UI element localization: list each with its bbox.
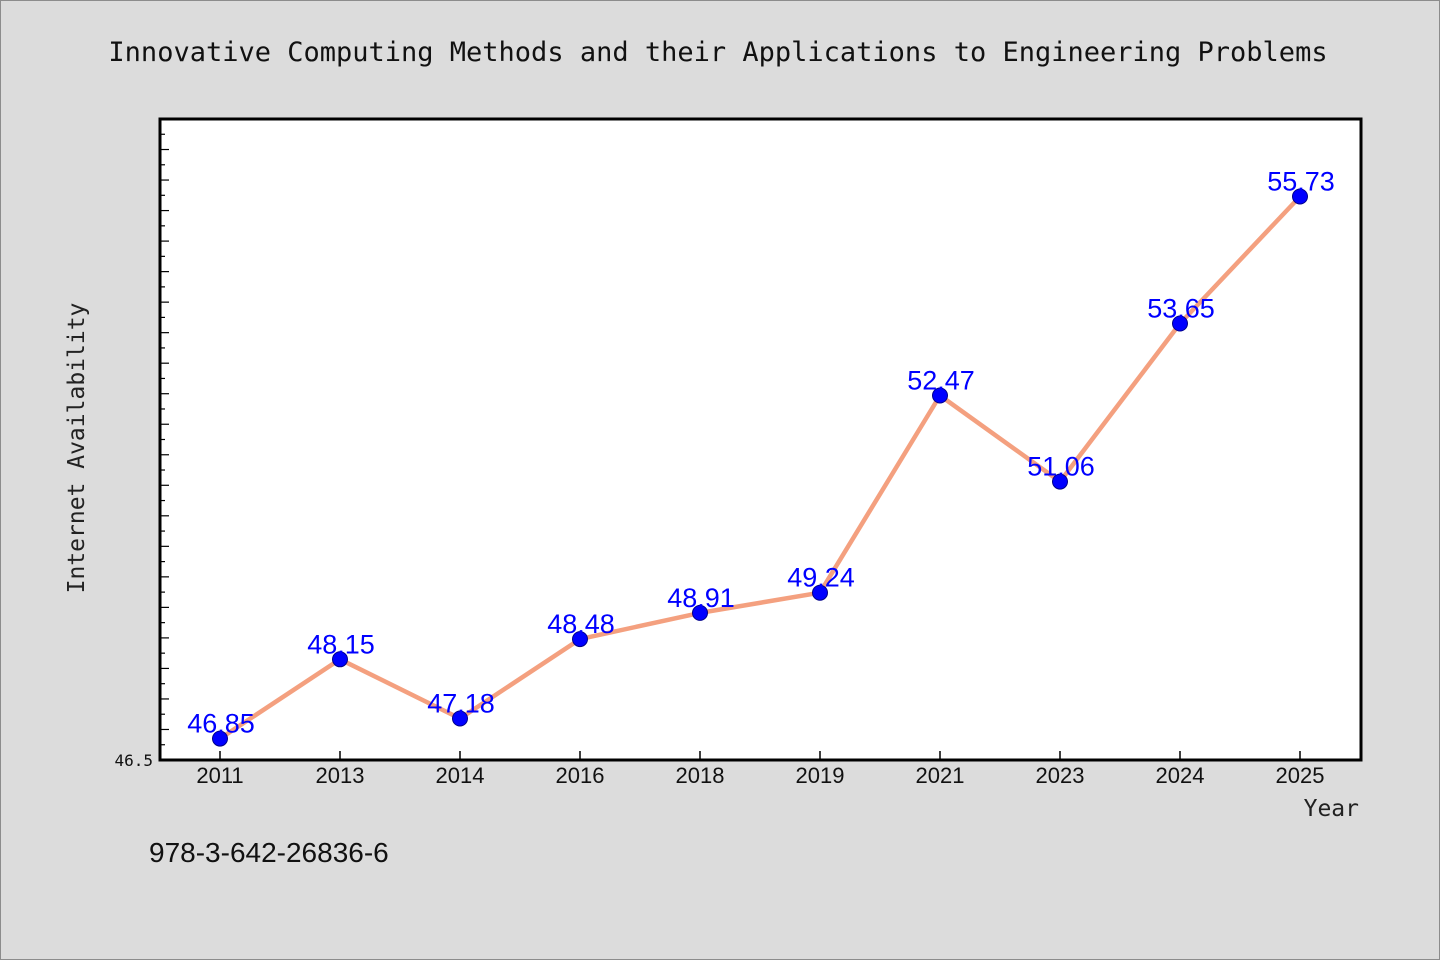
y-axis-min-label: 46.5 (114, 751, 153, 770)
data-label: 53.65 (1147, 294, 1215, 324)
data-label: 48.48 (547, 609, 615, 639)
isbn-label: 978-3-642-26836-6 (149, 837, 389, 868)
data-point (692, 604, 708, 621)
data-label: 52.47 (907, 366, 975, 396)
data-point (1292, 188, 1308, 205)
x-tick-label: 2025 (1276, 763, 1325, 788)
y-axis-title: Internet Availability (64, 303, 90, 594)
plot-area (160, 119, 1361, 760)
data-point (452, 710, 468, 727)
data-point (212, 730, 228, 747)
plot-border (158, 117, 1363, 762)
x-tick-label: 2021 (916, 763, 965, 788)
x-tick-label: 2024 (1156, 763, 1205, 788)
data-point (812, 584, 828, 601)
x-tick-label: 2019 (796, 763, 845, 788)
data-labels: 46.85 48.15 47.18 48.48 48.91 49.24 52.47 51.06… (187, 167, 1335, 739)
x-tick-label: 2016 (556, 763, 605, 788)
x-tick-label: 2011 (196, 763, 243, 788)
series-markers (212, 188, 1308, 747)
x-axis-title: Year (1304, 796, 1359, 822)
x-tick-label: 2018 (676, 763, 725, 788)
data-point (572, 631, 588, 648)
data-point (1172, 315, 1188, 332)
data-label: 47.18 (427, 689, 495, 719)
chart-title: Innovative Computing Methods and their A… (108, 37, 1327, 68)
x-axis-tick-labels: 2011 2013 2014 2016 2018 2019 2021 2023 2024 2025 (196, 763, 1324, 788)
data-label: 51.06 (1027, 452, 1095, 482)
x-tick-label: 2023 (1036, 763, 1085, 788)
data-label: 48.91 (667, 583, 735, 613)
data-point (932, 387, 948, 404)
x-tick-label: 2013 (316, 763, 365, 788)
data-point (332, 651, 348, 668)
data-label: 48.15 (307, 629, 375, 659)
data-label: 46.85 (187, 709, 255, 739)
series-line (218, 194, 1302, 741)
data-label: 49.24 (787, 563, 855, 593)
data-label: 55.73 (1267, 167, 1335, 197)
x-tick-label: 2014 (436, 763, 485, 788)
data-point (1052, 473, 1068, 490)
